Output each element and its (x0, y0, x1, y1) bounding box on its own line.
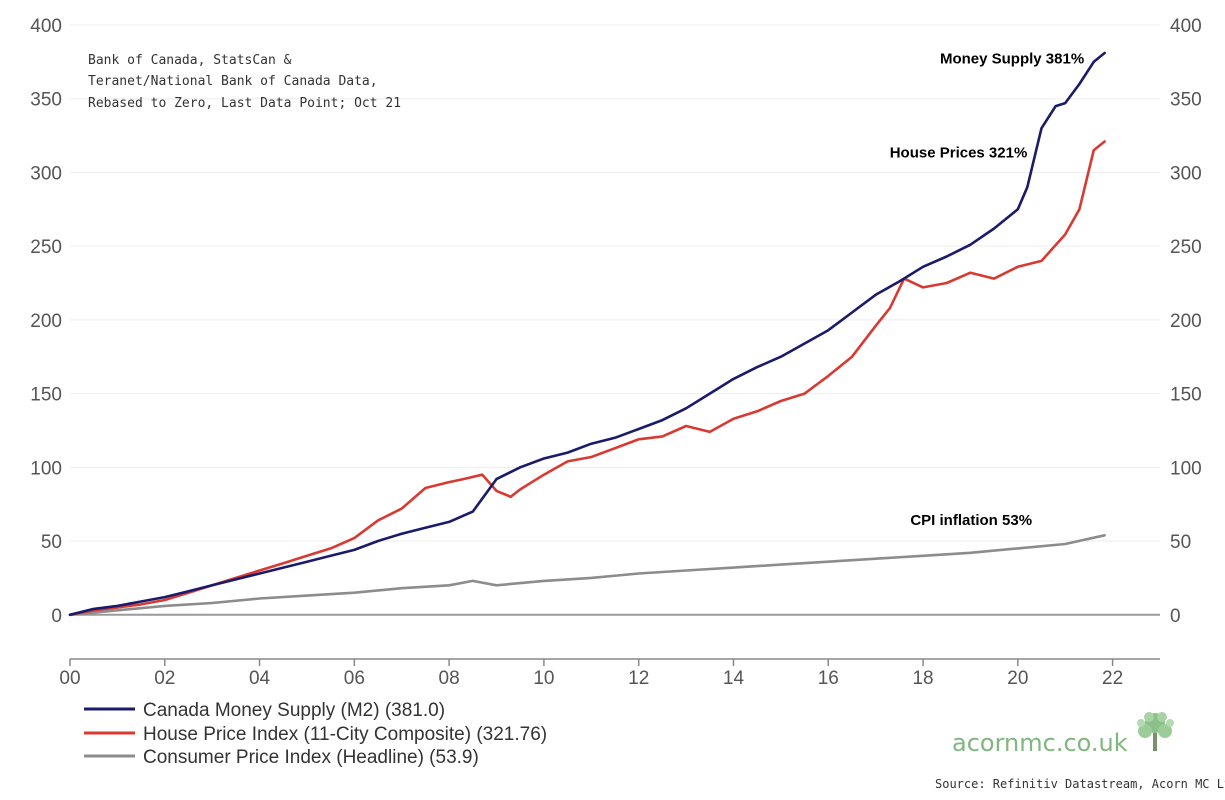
x-tick-label: 08 (439, 668, 460, 689)
source-note: Source: Refinitiv Datastream, Acorn MC L… (935, 777, 1225, 791)
x-tick-label: 14 (723, 668, 745, 689)
x-tick-label: 04 (249, 668, 271, 689)
annotation-0: Money Supply 381% (940, 50, 1084, 67)
y-tick-label-left: 200 (30, 311, 62, 332)
y-tick-label-right: 350 (1170, 90, 1202, 111)
y-axis-left: 0 50 100 150 200 250 300 350 400 (30, 16, 62, 627)
y-tick-label-left: 350 (30, 90, 62, 111)
x-tick-label: 10 (533, 668, 554, 689)
y-tick-label-right: 250 (1170, 237, 1202, 258)
x-tick-label: 22 (1102, 668, 1123, 689)
note-line-1: Bank of Canada, StatsCan & (88, 53, 292, 68)
legend-label-cpi: Consumer Price Index (Headline) (53.9) (143, 747, 479, 768)
y-tick-label-left: 400 (30, 16, 62, 37)
note-line-3: Rebased to Zero, Last Data Point; Oct 21 (88, 96, 401, 111)
data-note: Bank of Canada, StatsCan & Teranet/Natio… (88, 53, 401, 111)
y-tick-label-left: 300 (30, 163, 62, 184)
y-tick-label-right: 200 (1170, 311, 1202, 332)
legend: Canada Money Supply (M2) (381.0) House P… (84, 700, 547, 768)
x-tick-label: 16 (818, 668, 839, 689)
y-axis-right: 0 50 100 150 200 250 300 350 400 (1170, 16, 1202, 627)
annotation-2: CPI inflation 53% (910, 512, 1032, 529)
x-axis: 00 02 04 06 08 10 12 14 16 18 20 22 (59, 659, 1123, 689)
legend-label-house-prices: House Price Index (11-City Composite) (3… (143, 724, 547, 745)
x-tick-label: 02 (154, 668, 175, 689)
legend-label-money-supply: Canada Money Supply (M2) (381.0) (143, 700, 445, 721)
y-tick-label-left: 150 (30, 385, 62, 406)
y-tick-label-left: 0 (51, 606, 62, 627)
grid-lines (70, 24, 1160, 616)
y-tick-label-left: 50 (41, 532, 62, 553)
brand-logo: acornmc.co.uk (952, 712, 1174, 757)
x-tick-label: 20 (1007, 668, 1028, 689)
annotations: Money Supply 381% House Prices 321% CPI in… (890, 50, 1084, 528)
y-tick-label-right: 150 (1170, 385, 1202, 406)
y-tick-label-right: 50 (1170, 532, 1191, 553)
x-tick-label: 18 (912, 668, 933, 689)
x-tick-label: 12 (628, 668, 649, 689)
y-tick-label-right: 400 (1170, 16, 1202, 37)
x-tick-label: 06 (344, 668, 365, 689)
y-tick-label-right: 300 (1170, 163, 1202, 184)
y-tick-label-right: 100 (1170, 458, 1202, 479)
y-tick-label-right: 0 (1170, 606, 1181, 627)
brand-text: acornmc.co.uk (952, 729, 1128, 757)
series-line-2 (68, 533, 1106, 617)
y-tick-label-left: 250 (30, 237, 62, 258)
series-line-1 (68, 140, 1106, 617)
series-lines (68, 51, 1106, 617)
note-line-2: Teranet/National Bank of Canada Data, (88, 74, 378, 89)
annotation-1: House Prices 321% (890, 145, 1028, 162)
y-tick-label-left: 100 (30, 458, 62, 479)
series-line-0 (68, 51, 1106, 617)
x-tick-label: 00 (59, 668, 80, 689)
tree-icon (1137, 712, 1174, 751)
